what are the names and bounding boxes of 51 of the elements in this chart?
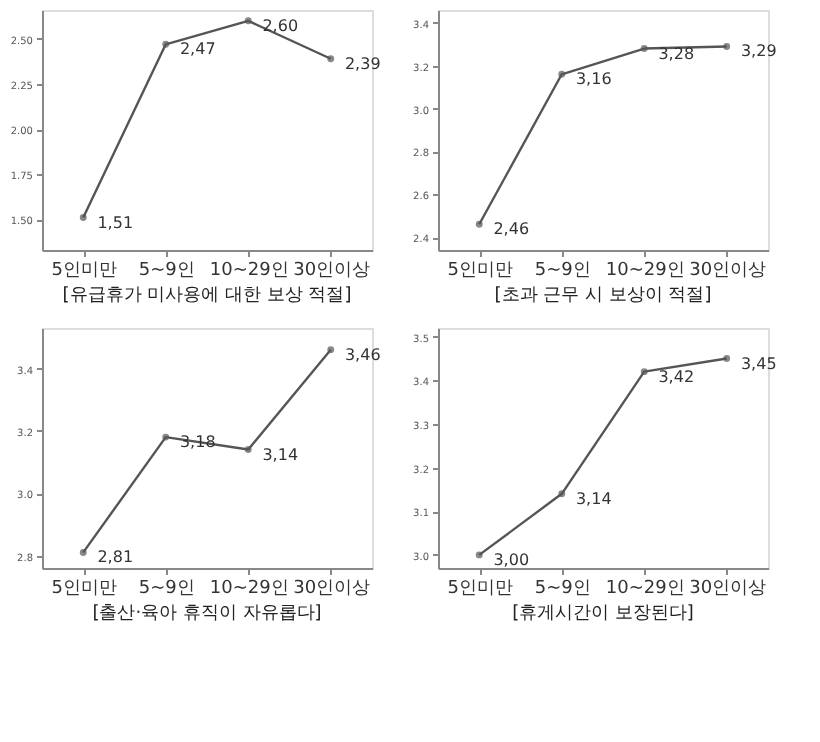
point	[79, 214, 87, 221]
x-tick-label: 10~29인	[605, 579, 685, 599]
x-tick-label: 5인미만	[447, 261, 513, 281]
x-tick-label: 30인이상	[689, 261, 767, 281]
point	[244, 17, 252, 25]
point	[162, 40, 170, 48]
point	[327, 346, 335, 354]
data-label: 3,16	[575, 70, 612, 89]
data-label: 3,00	[493, 550, 530, 569]
data-label: 1,51	[97, 213, 134, 232]
point	[162, 433, 170, 441]
x-tick-label: 5~9인	[138, 261, 195, 281]
text: [휴게시간이 보장된다]	[512, 604, 694, 624]
data-label: 2,81	[97, 548, 134, 567]
x-tick-label: 10~29인	[209, 261, 289, 281]
data-label: 3,14	[575, 489, 612, 508]
data-label: 2,39	[344, 54, 381, 73]
point	[244, 446, 252, 454]
point	[723, 355, 731, 362]
data-label: 3,29	[740, 42, 777, 61]
text: [유급휴가 미사용에 대한 보상 적절]	[62, 286, 352, 306]
point	[79, 548, 87, 556]
point	[558, 70, 566, 78]
x-tick-label: 10~29인	[605, 261, 685, 281]
point	[475, 220, 483, 228]
point	[723, 42, 731, 50]
data-label: 3,14	[262, 445, 299, 464]
point	[327, 55, 335, 63]
x-tick-label: 10~29인	[209, 579, 289, 599]
x-tick-label: 30인이상	[293, 579, 371, 599]
data-label: 3,46	[344, 345, 381, 364]
x-tick-label: 30인이상	[293, 261, 371, 281]
point	[640, 368, 648, 376]
x-tick-label: 5인미만	[51, 579, 117, 599]
data-label: 2,60	[262, 16, 299, 35]
text: [초과 근무 시 보상이 적절]	[494, 286, 712, 306]
point	[475, 551, 483, 559]
data-label: 3,28	[658, 44, 695, 63]
text: [출산·육아 휴직이 자유롭다]	[92, 604, 322, 624]
x-tick-label: 5인미만	[447, 579, 513, 599]
x-tick-label: 5~9인	[534, 261, 591, 281]
point	[558, 490, 566, 498]
data-label: 3,42	[658, 367, 695, 386]
x-tick-label: 30인이상	[689, 579, 767, 599]
data-label: 2,46	[493, 220, 530, 239]
x-tick-label: 5~9인	[534, 579, 591, 599]
x-tick-label: 5인미만	[51, 261, 117, 281]
x-tick-label: 5~9인	[138, 579, 195, 599]
point	[640, 45, 648, 53]
data-label: 3,45	[740, 354, 777, 373]
data-label: 2,47	[179, 40, 216, 59]
